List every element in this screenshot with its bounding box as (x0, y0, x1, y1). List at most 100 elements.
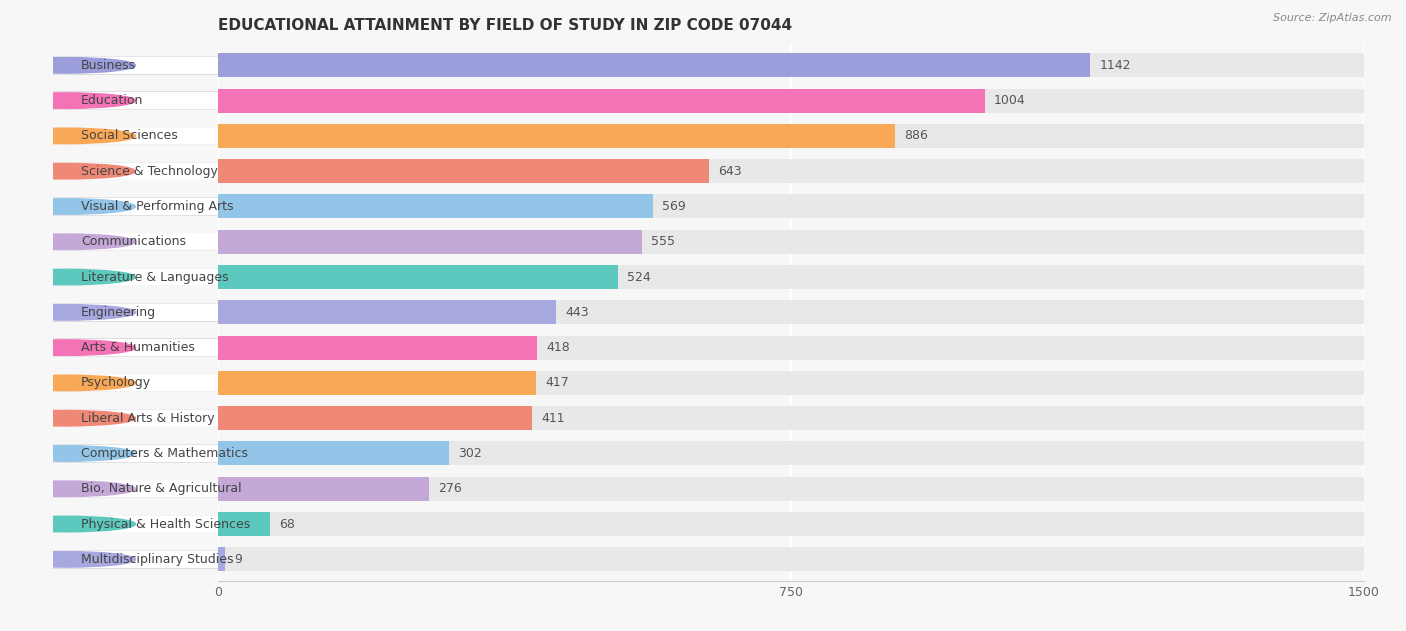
Bar (218, 512, 1364, 536)
Text: Engineering: Engineering (82, 306, 156, 319)
Circle shape (0, 445, 135, 461)
Text: 418: 418 (547, 341, 571, 354)
Circle shape (0, 410, 135, 426)
Wedge shape (66, 340, 135, 355)
FancyBboxPatch shape (46, 91, 225, 110)
Text: 524: 524 (627, 271, 651, 283)
Text: Psychology: Psychology (82, 377, 150, 389)
Bar (218, 159, 1364, 183)
Text: Business: Business (82, 59, 136, 72)
Wedge shape (66, 305, 135, 320)
Text: Education: Education (82, 94, 143, 107)
FancyBboxPatch shape (46, 338, 225, 357)
Circle shape (0, 340, 135, 355)
Circle shape (0, 551, 135, 567)
FancyBboxPatch shape (46, 233, 225, 251)
Text: Bio, Nature & Agricultural: Bio, Nature & Agricultural (82, 482, 242, 495)
Wedge shape (66, 234, 135, 249)
Text: 276: 276 (437, 482, 461, 495)
Text: 68: 68 (278, 517, 295, 531)
Wedge shape (66, 57, 135, 73)
Bar (218, 336, 1364, 360)
Wedge shape (66, 163, 135, 179)
Bar (218, 336, 537, 360)
Bar (218, 477, 1364, 501)
Bar (218, 54, 1364, 78)
Wedge shape (66, 199, 135, 215)
Bar (218, 194, 652, 218)
Text: Literature & Languages: Literature & Languages (82, 271, 229, 283)
Bar (218, 371, 1364, 395)
Circle shape (0, 481, 135, 497)
Bar (218, 265, 1364, 289)
Bar (218, 88, 1364, 112)
Wedge shape (66, 516, 135, 532)
FancyBboxPatch shape (46, 268, 225, 286)
Bar (218, 300, 557, 324)
FancyBboxPatch shape (46, 56, 225, 74)
Wedge shape (66, 410, 135, 426)
Circle shape (0, 57, 135, 73)
Text: Visual & Performing Arts: Visual & Performing Arts (82, 200, 233, 213)
Wedge shape (66, 375, 135, 391)
Bar (218, 300, 1364, 324)
Text: Physical & Health Sciences: Physical & Health Sciences (82, 517, 250, 531)
Circle shape (0, 375, 135, 391)
Bar (218, 124, 894, 148)
Bar (218, 406, 1364, 430)
Text: EDUCATIONAL ATTAINMENT BY FIELD OF STUDY IN ZIP CODE 07044: EDUCATIONAL ATTAINMENT BY FIELD OF STUDY… (218, 18, 792, 33)
Bar (218, 442, 1364, 466)
Text: 569: 569 (662, 200, 686, 213)
Bar (218, 547, 225, 571)
Bar (218, 159, 709, 183)
Text: 555: 555 (651, 235, 675, 248)
Bar (218, 124, 1364, 148)
FancyBboxPatch shape (46, 515, 225, 533)
Circle shape (0, 163, 135, 179)
Text: 1142: 1142 (1099, 59, 1130, 72)
Text: 1004: 1004 (994, 94, 1026, 107)
Circle shape (0, 93, 135, 109)
Bar (218, 512, 270, 536)
Circle shape (0, 516, 135, 532)
Text: Source: ZipAtlas.com: Source: ZipAtlas.com (1274, 13, 1392, 23)
Bar (218, 442, 449, 466)
FancyBboxPatch shape (46, 550, 225, 569)
Text: 886: 886 (904, 129, 928, 143)
Bar (218, 194, 1364, 218)
FancyBboxPatch shape (46, 374, 225, 392)
Wedge shape (66, 551, 135, 567)
Text: Social Sciences: Social Sciences (82, 129, 177, 143)
Bar (218, 230, 643, 254)
FancyBboxPatch shape (46, 409, 225, 427)
FancyBboxPatch shape (46, 162, 225, 180)
Wedge shape (66, 128, 135, 144)
FancyBboxPatch shape (46, 198, 225, 216)
Wedge shape (66, 481, 135, 497)
FancyBboxPatch shape (46, 303, 225, 322)
Text: Science & Technology: Science & Technology (82, 165, 218, 178)
Circle shape (0, 128, 135, 144)
Text: 9: 9 (233, 553, 242, 566)
Bar (218, 406, 531, 430)
Circle shape (0, 305, 135, 320)
Text: Arts & Humanities: Arts & Humanities (82, 341, 195, 354)
Bar (218, 54, 1090, 78)
Circle shape (0, 199, 135, 215)
Bar (218, 265, 619, 289)
Circle shape (0, 234, 135, 249)
Text: Liberal Arts & History: Liberal Arts & History (82, 411, 215, 425)
FancyBboxPatch shape (46, 127, 225, 145)
Text: 643: 643 (718, 165, 742, 178)
Text: 302: 302 (458, 447, 481, 460)
FancyBboxPatch shape (46, 444, 225, 463)
FancyBboxPatch shape (46, 480, 225, 498)
Bar (218, 230, 1364, 254)
Text: 417: 417 (546, 377, 569, 389)
Circle shape (0, 269, 135, 285)
Bar (218, 477, 429, 501)
Wedge shape (66, 269, 135, 285)
Wedge shape (66, 445, 135, 461)
Bar (218, 371, 537, 395)
Text: Computers & Mathematics: Computers & Mathematics (82, 447, 247, 460)
